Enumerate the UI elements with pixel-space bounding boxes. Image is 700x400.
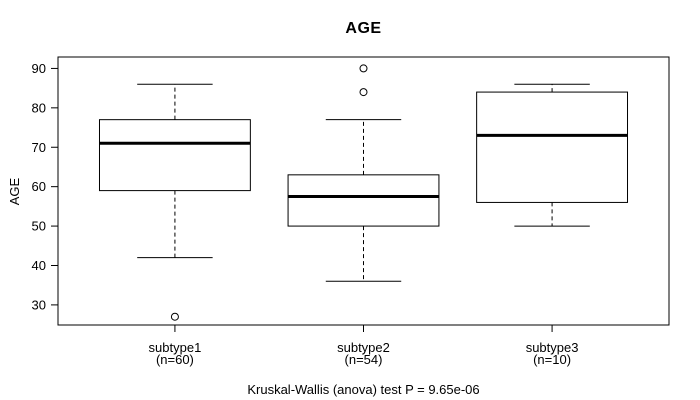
y-tick-label: 50 [32, 219, 46, 234]
y-tick-label: 70 [32, 140, 46, 155]
x-category-sublabel: (n=54) [345, 352, 383, 367]
boxplot-subtype2-iqr-box [287, 174, 440, 227]
x-category-sublabel: (n=60) [156, 352, 194, 367]
y-tick-label: 30 [32, 297, 46, 312]
boxplot-subtype2-outlier-point [359, 64, 368, 73]
x-category-sublabel: (n=10) [533, 352, 571, 367]
y-tick-label: 40 [32, 258, 46, 273]
y-tick-label: 90 [32, 61, 46, 76]
chart-caption: Kruskal-Wallis (anova) test P = 9.65e-06 [247, 382, 480, 397]
x-category-label: subtype3 [526, 340, 579, 355]
boxplot-subtype3-iqr-box [476, 91, 629, 203]
x-category-label: subtype2 [337, 340, 390, 355]
boxplot-subtype2-outlier-point [359, 88, 368, 97]
y-tick-label: 60 [32, 179, 46, 194]
x-category-label: subtype1 [149, 340, 202, 355]
y-tick-label: 80 [32, 100, 46, 115]
chart-title: AGE [345, 20, 382, 37]
boxplot-subtype1-outlier-point [170, 312, 179, 321]
boxplot-subtype1-iqr-box [98, 119, 251, 192]
